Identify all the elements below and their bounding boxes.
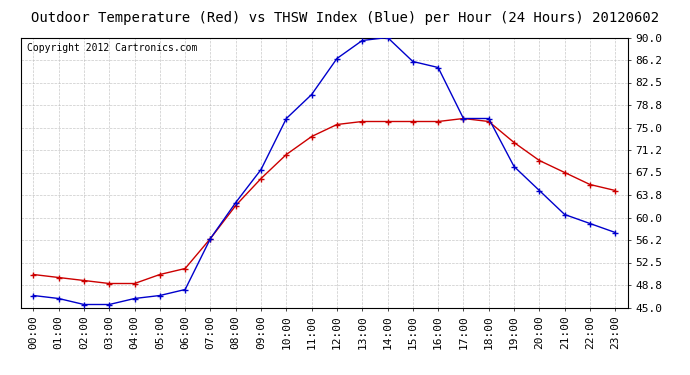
Text: Outdoor Temperature (Red) vs THSW Index (Blue) per Hour (24 Hours) 20120602: Outdoor Temperature (Red) vs THSW Index … <box>31 11 659 25</box>
Text: Copyright 2012 Cartronics.com: Copyright 2012 Cartronics.com <box>27 43 197 53</box>
